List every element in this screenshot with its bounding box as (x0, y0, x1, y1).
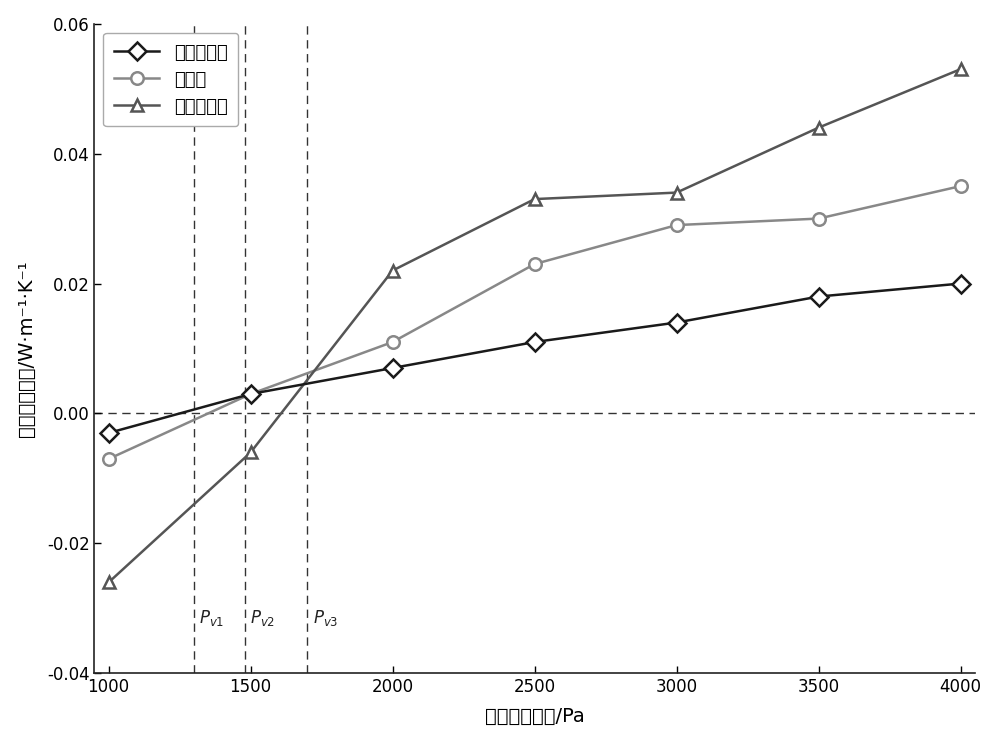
Line: 普通混凝土: 普通混凝土 (102, 277, 967, 439)
普通混凝土 (813, 292, 825, 301)
笴土砖 (103, 455, 115, 464)
Legend: 普通混凝土, 笴土砖, 加气混凝土: 普通混凝土, 笴土砖, 加气混凝土 (103, 33, 238, 126)
Text: $P_{v3}$: $P_{v3}$ (313, 608, 338, 628)
加气混凝土 (813, 123, 825, 132)
加气混凝土 (387, 266, 399, 275)
普通混凝土 (245, 389, 257, 398)
Text: $P_{v2}$: $P_{v2}$ (250, 608, 275, 628)
加气混凝土 (955, 65, 967, 74)
加气混凝土 (245, 448, 257, 457)
Y-axis label: 附加导热系数/W·m⁻¹·K⁻¹: 附加导热系数/W·m⁻¹·K⁻¹ (17, 260, 36, 437)
笴土砖 (955, 181, 967, 190)
Text: $P_{v1}$: $P_{v1}$ (199, 608, 224, 628)
普通混凝土 (955, 279, 967, 288)
Line: 笴土砖: 笴土砖 (102, 180, 967, 465)
加气混凝土 (671, 188, 683, 197)
笴土砖 (529, 259, 541, 268)
X-axis label: 水蒸气分压力/Pa: 水蒸气分压力/Pa (485, 707, 584, 727)
笴土砖 (671, 221, 683, 230)
普通混凝土 (529, 337, 541, 346)
加气混凝土 (103, 578, 115, 587)
普通混凝土 (387, 363, 399, 372)
普通混凝土 (671, 318, 683, 327)
笴土砖 (387, 337, 399, 346)
加气混凝土 (529, 195, 541, 204)
Line: 加气混凝土: 加气混凝土 (102, 63, 967, 588)
笴土砖 (245, 389, 257, 398)
笴土砖 (813, 214, 825, 223)
普通混凝土 (103, 429, 115, 438)
